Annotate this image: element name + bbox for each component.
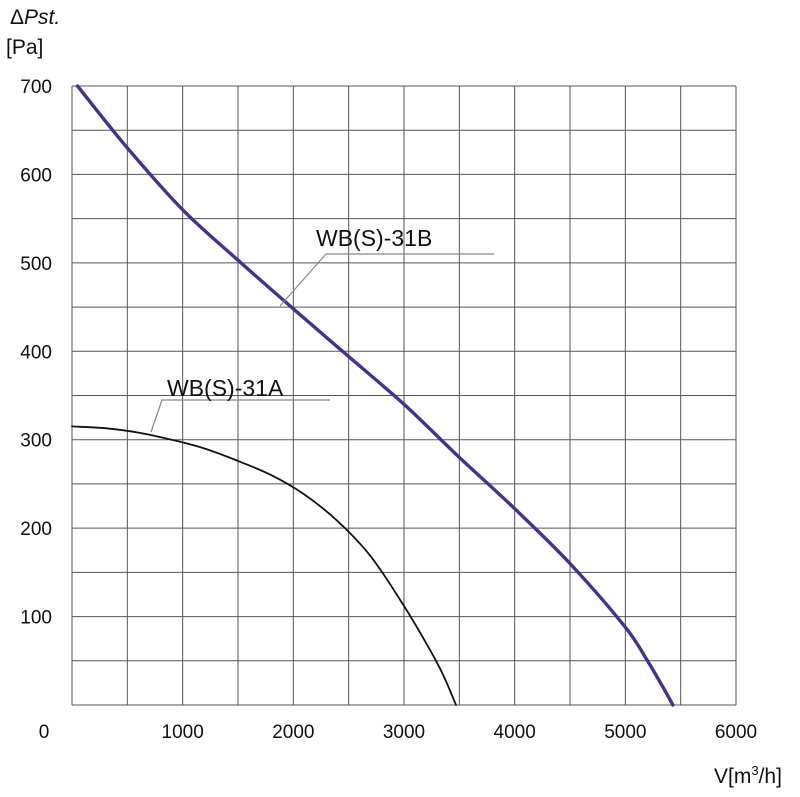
x-axis-title-end: /h] xyxy=(759,765,782,788)
leader-line-wb31a xyxy=(150,399,330,433)
series-lines xyxy=(71,84,675,707)
y-tick-label: 100 xyxy=(20,608,52,629)
series-line-wb31a xyxy=(71,425,457,706)
x-tick-label: 3000 xyxy=(383,722,425,743)
y-tick-label: 600 xyxy=(20,165,52,186)
x-tick-labels: 0 1000 2000 3000 4000 5000 6000 xyxy=(39,722,757,743)
x-axis-title-main: V[m xyxy=(714,765,751,788)
x-axis-title-sup: 3 xyxy=(751,763,758,778)
series-label-wb31b: WB(S)-31B xyxy=(316,225,432,251)
y-axis-quantity: Pst. xyxy=(24,6,60,29)
series-line-wb31b xyxy=(75,84,675,707)
y-axis-symbol: Δ xyxy=(10,6,24,29)
label-leaders xyxy=(150,253,494,433)
x-axis-title: V[m3/h] xyxy=(714,763,782,788)
y-tick-label: 200 xyxy=(20,519,52,540)
y-axis-title: ΔPst. xyxy=(10,6,60,29)
x-tick-label: 4000 xyxy=(494,722,536,743)
series-label-wb31a: WB(S)-31A xyxy=(167,375,284,401)
y-tick-labels: 100 200 300 400 500 600 700 xyxy=(20,77,52,629)
x-tick-label: 1000 xyxy=(162,722,204,743)
x-tick-label: 2000 xyxy=(272,722,314,743)
y-tick-label: 400 xyxy=(20,342,52,363)
x-tick-label: 6000 xyxy=(715,722,757,743)
x-tick-label: 5000 xyxy=(604,722,646,743)
y-tick-label: 700 xyxy=(20,77,52,98)
y-tick-label: 300 xyxy=(20,431,52,452)
grid xyxy=(71,85,737,706)
y-tick-label: 500 xyxy=(20,254,52,275)
leader-line-wb31b xyxy=(279,253,494,307)
y-axis-unit: [Pa] xyxy=(6,36,43,59)
x-tick-label: 0 xyxy=(39,722,50,743)
